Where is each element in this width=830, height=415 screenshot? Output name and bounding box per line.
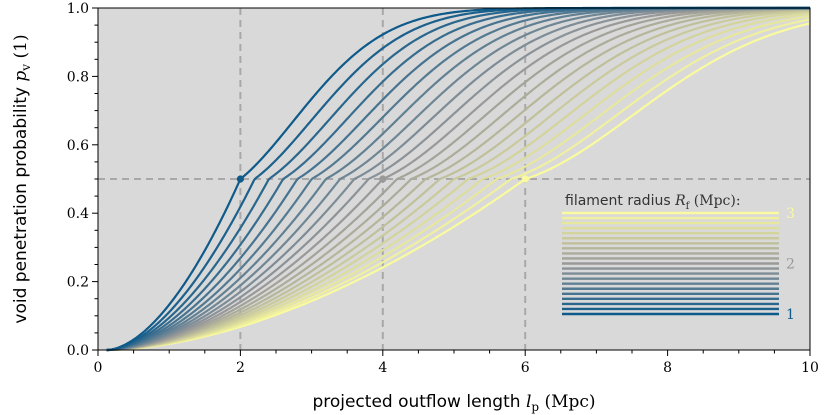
series-curve	[106, 8, 811, 352]
x-axis-label: projected outflow length lp (Mpc)	[312, 392, 595, 414]
series-curve	[106, 7, 811, 352]
half-probability-markers	[236, 175, 529, 183]
legend-title: filament radius Rf (Mpc):	[565, 193, 741, 212]
x-tick-label: 6	[521, 360, 530, 376]
legend-tick-label: 1	[786, 307, 795, 323]
y-axis-ticks: 0.0 0.2 0.4 0.6 0.8 1.0	[67, 1, 98, 359]
half-point-marker	[236, 175, 244, 183]
x-tick-label: 4	[378, 360, 387, 376]
y-tick-label: 0.4	[67, 206, 89, 222]
series-curve	[106, 10, 811, 352]
half-point-marker	[521, 175, 529, 183]
x-tick-label: 2	[236, 360, 245, 376]
y-tick-label: 0.8	[67, 69, 89, 85]
y-tick-label: 0.2	[67, 275, 89, 291]
legend-bars	[562, 211, 779, 316]
series-curve	[106, 7, 811, 352]
half-point-marker	[379, 175, 387, 183]
series-curve	[106, 9, 811, 352]
legend-tick-labels: 1 2 3	[786, 206, 795, 323]
y-tick-label: 0.6	[67, 138, 89, 154]
series-curve	[106, 18, 811, 352]
series-curve	[106, 7, 811, 352]
series-curve	[106, 12, 811, 352]
curves	[106, 6, 811, 352]
series-curve	[106, 7, 811, 352]
x-tick-label: 10	[801, 360, 819, 376]
x-tick-label: 8	[663, 360, 672, 376]
series-curve	[106, 22, 811, 352]
x-axis-ticks: 0 2 4 6 8 10	[94, 350, 819, 376]
y-tick-label: 0.0	[67, 343, 89, 359]
legend-tick-label: 2	[786, 257, 795, 273]
series-curve	[106, 15, 811, 352]
legend: filament radius Rf (Mpc): 1 2 3	[562, 193, 795, 323]
y-tick-label: 1.0	[67, 1, 89, 17]
legend-tick-label: 3	[786, 206, 795, 222]
y-axis-label: void penetration probability pv (1)	[11, 34, 33, 323]
x-tick-label: 0	[94, 360, 103, 376]
